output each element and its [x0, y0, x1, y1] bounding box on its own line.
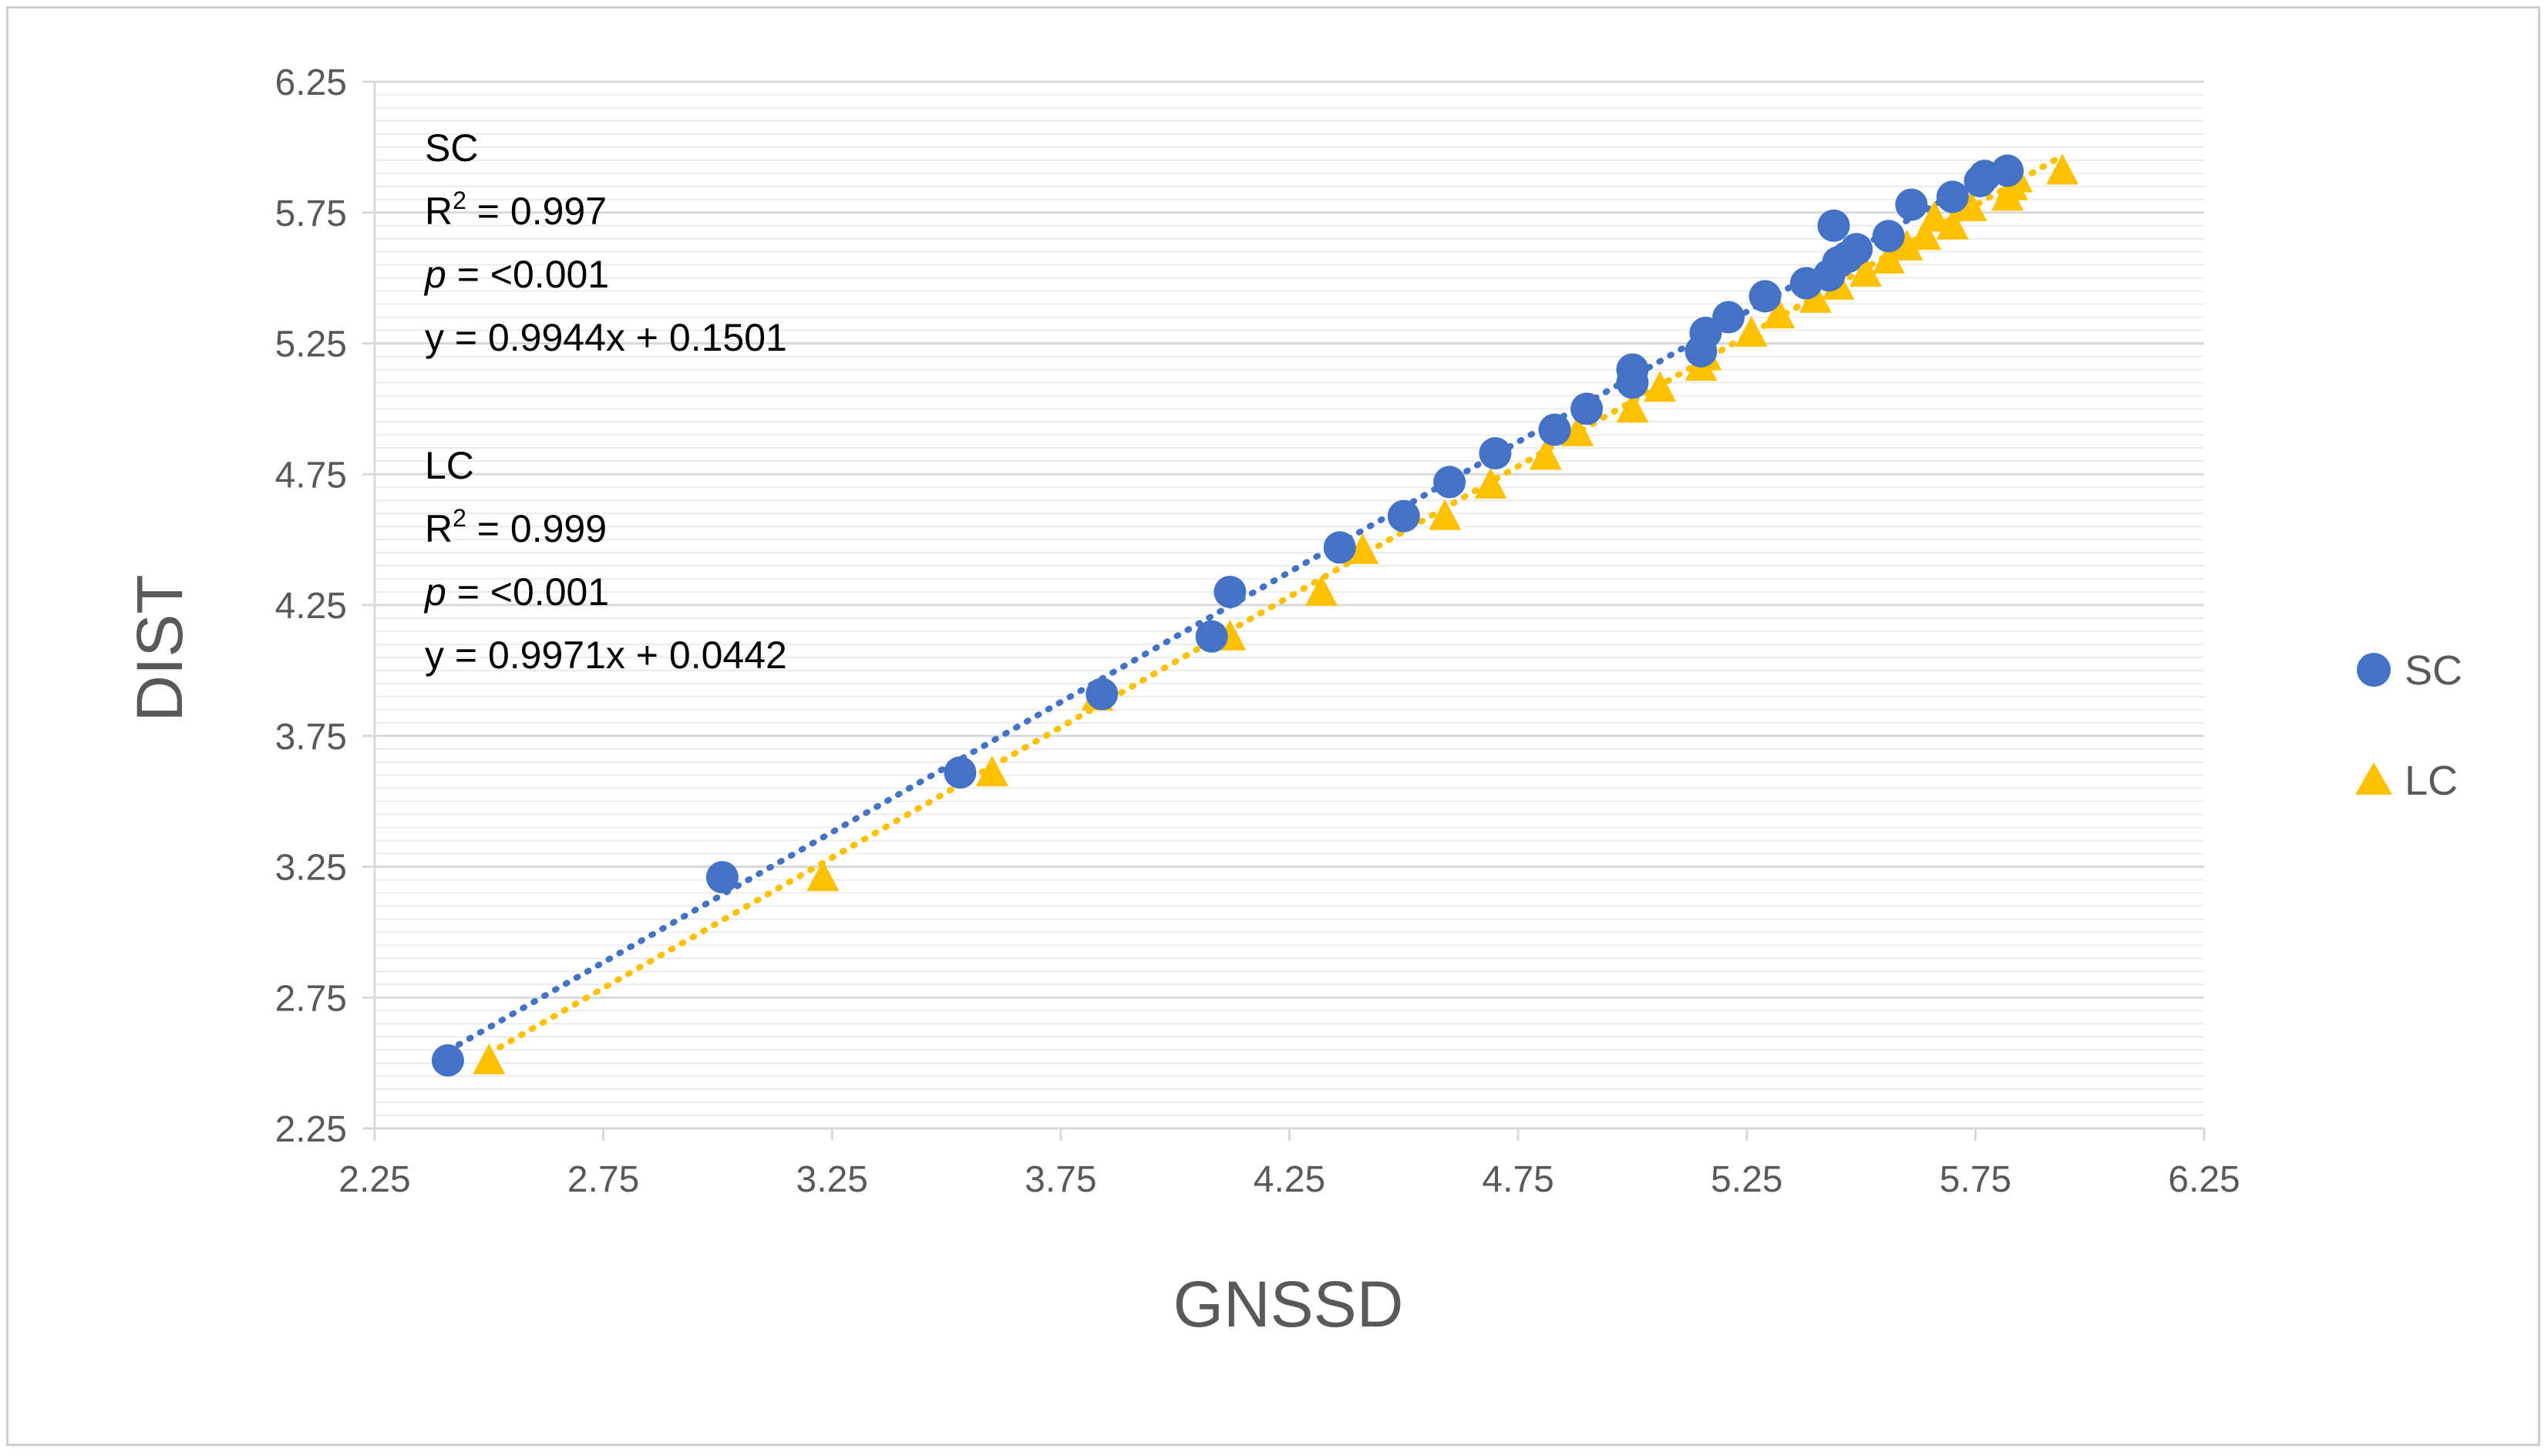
y-axis-title: DIST	[123, 574, 196, 721]
sc-point	[1195, 620, 1228, 653]
sc-annotation: SC R2 = 0.997 p = <0.001 y = 0.9944x + 0…	[423, 126, 787, 359]
lc-point	[1909, 219, 1942, 251]
sc-annotation-equation: y = 0.9944x + 0.1501	[425, 316, 787, 359]
y-tick-label: 2.25	[275, 1109, 347, 1150]
chart-frame: 2.25 2.75 3.25 3.75 4.25 4.75 5.25 5.75 6.25 2.2…	[6, 6, 2540, 1446]
sc-point	[1749, 280, 1782, 313]
lc-point	[1529, 439, 1562, 470]
x-tick-label: 3.75	[1025, 1159, 1096, 1200]
y-tick-label: 3.25	[275, 848, 347, 889]
sc-point	[1616, 353, 1649, 386]
y-tick-label: 3.75	[275, 717, 347, 758]
lc-annotation-r2: R2 = 0.999	[425, 504, 607, 550]
legend-lc-label: LC	[2405, 758, 2458, 804]
lc-point	[473, 1043, 506, 1074]
sc-point	[944, 756, 977, 789]
lc-point	[1429, 499, 1462, 530]
sc-point	[705, 861, 739, 894]
lc-point	[1799, 281, 1832, 313]
sc-point	[1689, 316, 1722, 349]
data-points	[431, 153, 2079, 1077]
x-tick-labels: 2.25 2.75 3.25 3.75 4.25 4.75 5.25 5.75 6.25	[338, 1159, 2240, 1200]
sc-point	[1872, 220, 1905, 253]
legend-sc-label: SC	[2405, 647, 2462, 694]
lc-point	[1305, 575, 1338, 607]
lc-point	[1917, 200, 1951, 232]
x-tick-label: 5.25	[1711, 1159, 1782, 1200]
sc-point	[1991, 154, 2024, 187]
x-tick-label: 6.25	[2168, 1159, 2240, 1200]
legend: SC LC	[2355, 647, 2462, 804]
sc-point	[1570, 392, 1604, 425]
x-tick-label: 3.25	[796, 1159, 868, 1200]
lc-point	[806, 860, 840, 892]
lc-annotation-p: p = <0.001	[423, 570, 609, 614]
sc-point	[1086, 678, 1119, 711]
lc-point	[1561, 415, 1594, 446]
lc-annotation: LC R2 = 0.999 p = <0.001 y = 0.9971x + 0…	[423, 444, 787, 677]
lc-point	[1735, 315, 1768, 347]
sc-point	[1479, 437, 1512, 470]
x-tick-label: 4.25	[1254, 1159, 1325, 1200]
lc-point	[1346, 533, 1379, 564]
lc-point	[975, 755, 1008, 787]
sc-point	[1433, 466, 1466, 499]
lc-point	[1616, 392, 1649, 423]
axes	[362, 80, 2206, 1141]
lc-point	[2046, 153, 2079, 185]
x-tick-label: 5.75	[1940, 1159, 2011, 1200]
sc-annotation-p: p = <0.001	[423, 253, 609, 296]
y-tick-label: 5.75	[275, 193, 347, 234]
x-axis-title: GNSSD	[1173, 1268, 1404, 1340]
legend-lc-marker	[2355, 762, 2392, 795]
lc-point	[1474, 467, 1507, 499]
legend-sc-marker	[2357, 653, 2391, 687]
lc-point	[1890, 229, 1924, 261]
y-tick-label: 4.75	[275, 455, 347, 496]
scatter-chart: 2.25 2.75 3.25 3.75 4.25 4.75 5.25 5.75 6.25 2.2…	[123, 62, 2462, 1340]
sc-point	[431, 1044, 464, 1077]
x-tick-label: 4.75	[1482, 1159, 1553, 1200]
sc-point	[1895, 188, 1928, 221]
sc-point	[1323, 531, 1356, 564]
sc-point	[1936, 180, 1969, 214]
sc-point	[1538, 413, 1571, 446]
y-tick-label: 4.25	[275, 586, 347, 627]
lc-point	[1762, 298, 1796, 329]
lc-point	[1644, 371, 1677, 402]
y-tick-label: 2.75	[275, 978, 347, 1019]
lc-point	[1872, 242, 1905, 274]
sc-annotation-series: SC	[425, 126, 478, 170]
y-tick-label: 5.25	[275, 324, 347, 365]
sc-point	[1213, 576, 1247, 609]
lc-point	[1849, 255, 1882, 287]
y-tick-label: 6.25	[275, 62, 347, 103]
sc-point	[1840, 233, 1873, 266]
lc-annotation-equation: y = 0.9971x + 0.0442	[425, 634, 787, 677]
lc-annotation-series: LC	[425, 444, 474, 487]
lc-point	[1954, 190, 1988, 221]
major-gridlines	[375, 80, 2204, 999]
sc-point	[1387, 499, 1420, 533]
sc-point	[1817, 209, 1850, 242]
sc-annotation-r2: R2 = 0.997	[425, 187, 607, 233]
minor-gridlines	[375, 93, 2204, 1117]
sc-point	[1712, 301, 1745, 334]
x-tick-label: 2.75	[567, 1159, 639, 1200]
lc-point	[1936, 208, 1969, 240]
y-tick-labels: 2.25 2.75 3.25 3.75 4.25 4.75 5.25 5.75 6.25	[275, 62, 347, 1150]
x-tick-label: 2.25	[338, 1159, 410, 1200]
